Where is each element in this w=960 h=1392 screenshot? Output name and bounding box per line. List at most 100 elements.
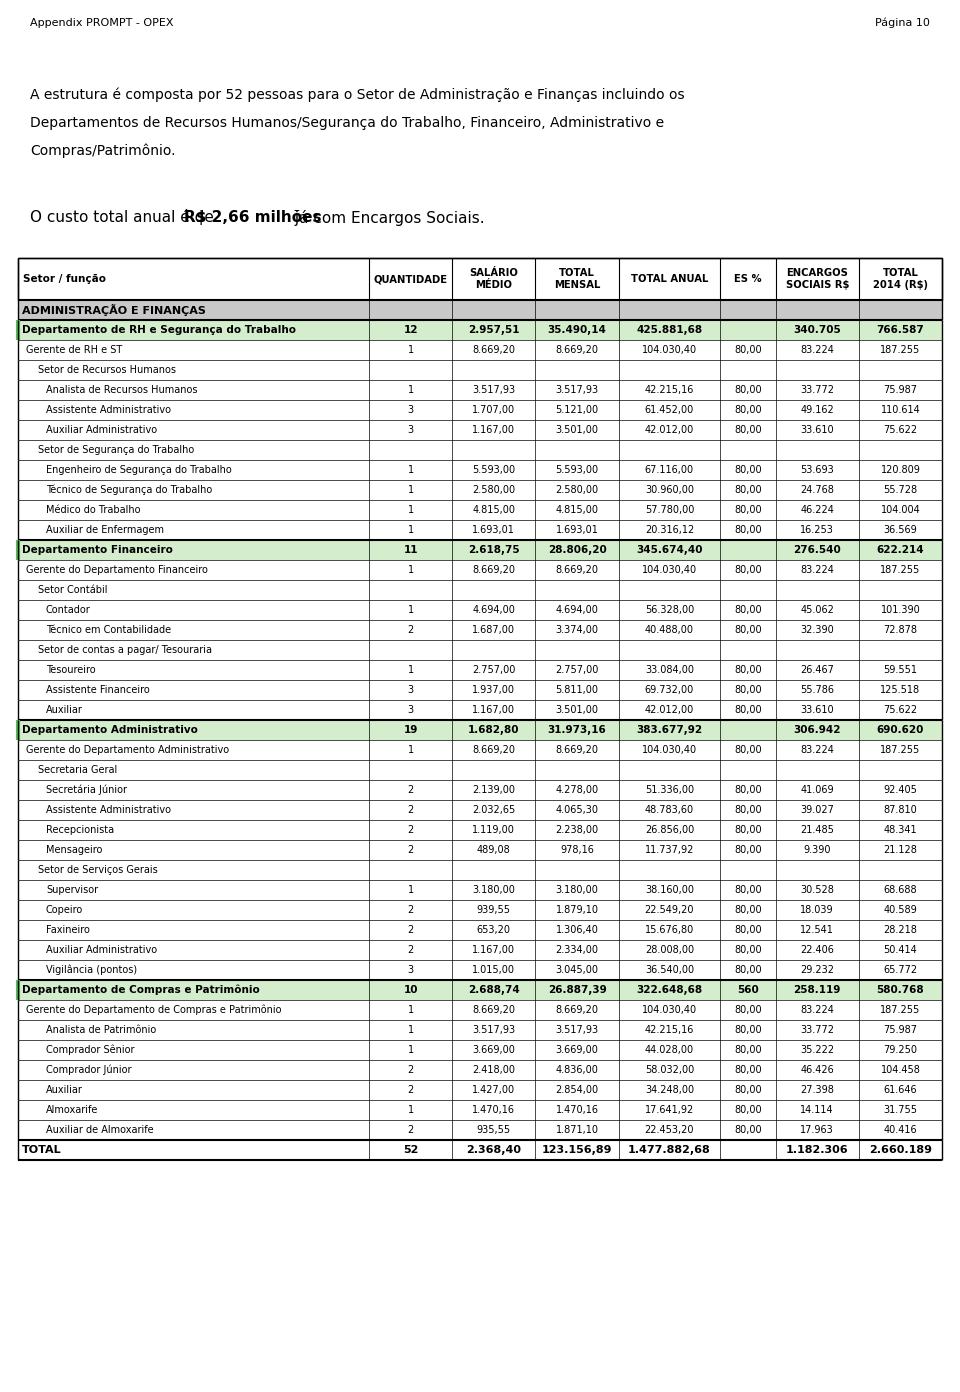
Text: 40.416: 40.416 [883,1125,917,1134]
Text: Gerente de RH e ST: Gerente de RH e ST [26,345,122,355]
Text: 72.878: 72.878 [883,625,918,635]
Text: 560: 560 [737,986,758,995]
Text: 4.694,00: 4.694,00 [556,606,598,615]
Bar [18,560,942,580]
Text: 2.757,00: 2.757,00 [472,665,516,675]
Bar [18,999,942,1020]
Text: 3: 3 [408,965,414,974]
Text: 1.477.882,68: 1.477.882,68 [628,1146,710,1155]
Text: 45.062: 45.062 [801,606,834,615]
Text: 80,00: 80,00 [734,905,762,915]
Text: 12: 12 [403,324,418,335]
Bar [18,780,942,800]
Text: 120.809: 120.809 [880,465,921,475]
Text: 3.517,93: 3.517,93 [556,386,599,395]
Text: 30.960,00: 30.960,00 [645,484,694,496]
Text: 33.610: 33.610 [801,425,834,434]
Bar [18,800,942,820]
Text: 48.341: 48.341 [883,825,917,835]
Text: 56.328,00: 56.328,00 [645,606,694,615]
Text: Departamentos de Recursos Humanos/Segurança do Trabalho, Financeiro, Administrat: Departamentos de Recursos Humanos/Segura… [30,116,664,129]
Bar [18,960,942,980]
Text: 2.688,74: 2.688,74 [468,986,519,995]
Text: 622.214: 622.214 [876,546,924,555]
Text: 110.614: 110.614 [880,405,921,415]
Text: 52: 52 [403,1146,419,1155]
Text: 258.119: 258.119 [794,986,841,995]
Bar [18,540,942,560]
Text: 80,00: 80,00 [734,405,762,415]
Text: 80,00: 80,00 [734,745,762,754]
Text: 2: 2 [408,1084,414,1096]
Text: 306.942: 306.942 [794,725,841,735]
Text: 1: 1 [408,665,414,675]
Text: 38.160,00: 38.160,00 [645,885,694,895]
Text: R$ 2,66 milhões: R$ 2,66 milhões [183,210,322,226]
Text: 276.540: 276.540 [793,546,841,555]
Text: 104.030,40: 104.030,40 [642,1005,697,1015]
Text: 80,00: 80,00 [734,1084,762,1096]
Bar [18,1059,942,1080]
Text: 80,00: 80,00 [734,945,762,955]
Text: 80,00: 80,00 [734,425,762,434]
Text: 75.987: 75.987 [883,1025,918,1036]
Text: Página 10: Página 10 [876,18,930,28]
Text: 21.485: 21.485 [801,825,834,835]
Text: 8.669,20: 8.669,20 [556,345,598,355]
Text: 4.278,00: 4.278,00 [556,785,599,795]
Text: TOTAL
2014 (R$): TOTAL 2014 (R$) [873,269,928,290]
Text: 3.517,93: 3.517,93 [472,1025,516,1036]
Text: 11.737,92: 11.737,92 [645,845,694,855]
Text: Appendix PROMPT - OPEX: Appendix PROMPT - OPEX [30,18,174,28]
Text: 3: 3 [408,704,414,715]
Text: 83.224: 83.224 [801,565,834,575]
Text: 80,00: 80,00 [734,565,762,575]
Text: 1.682,80: 1.682,80 [468,725,519,735]
Text: 1: 1 [408,606,414,615]
Text: 26.887,39: 26.887,39 [547,986,607,995]
Text: Auxiliar de Enfermagem: Auxiliar de Enfermagem [46,525,164,535]
Text: 29.232: 29.232 [801,965,834,974]
Text: 2: 2 [408,926,414,935]
Bar [18,940,942,960]
Text: 1.693,01: 1.693,01 [556,525,598,535]
Text: 2: 2 [408,785,414,795]
Text: 187.255: 187.255 [880,345,921,355]
Text: 24.768: 24.768 [801,484,834,496]
Text: 125.518: 125.518 [880,685,921,695]
Text: 4.065,30: 4.065,30 [556,805,598,814]
Text: 2: 2 [408,805,414,814]
Text: 8.669,20: 8.669,20 [556,565,598,575]
Text: Compras/Patrimônio.: Compras/Patrimônio. [30,143,176,159]
Text: 1: 1 [408,386,414,395]
Text: 17.641,92: 17.641,92 [645,1105,694,1115]
Text: 2.757,00: 2.757,00 [555,665,599,675]
Text: Assistente Financeiro: Assistente Financeiro [46,685,150,695]
Text: 18.039: 18.039 [801,905,834,915]
Text: 3.669,00: 3.669,00 [472,1045,516,1055]
Text: 8.669,20: 8.669,20 [556,1005,598,1015]
Text: 19: 19 [403,725,418,735]
Text: 101.390: 101.390 [880,606,921,615]
Text: 40.589: 40.589 [883,905,918,915]
Text: Departamento de Compras e Patrimônio: Departamento de Compras e Patrimônio [22,984,260,995]
Bar [18,1140,942,1160]
Text: 1.119,00: 1.119,00 [472,825,516,835]
Text: 3.517,93: 3.517,93 [556,1025,599,1036]
Text: 35.490,14: 35.490,14 [547,324,607,335]
Text: 1.167,00: 1.167,00 [472,704,516,715]
Text: 1.693,01: 1.693,01 [472,525,516,535]
Text: 80,00: 80,00 [734,625,762,635]
Text: 80,00: 80,00 [734,1105,762,1115]
Text: 425.881,68: 425.881,68 [636,324,703,335]
Text: 42.012,00: 42.012,00 [645,704,694,715]
Text: 2: 2 [408,625,414,635]
Text: 59.551: 59.551 [883,665,918,675]
Text: 27.398: 27.398 [801,1084,834,1096]
Text: 10: 10 [403,986,418,995]
Bar [18,459,942,480]
Bar [18,400,942,420]
Text: 1.306,40: 1.306,40 [556,926,598,935]
Text: 12.541: 12.541 [801,926,834,935]
Text: Auxiliar Administrativo: Auxiliar Administrativo [46,425,157,434]
